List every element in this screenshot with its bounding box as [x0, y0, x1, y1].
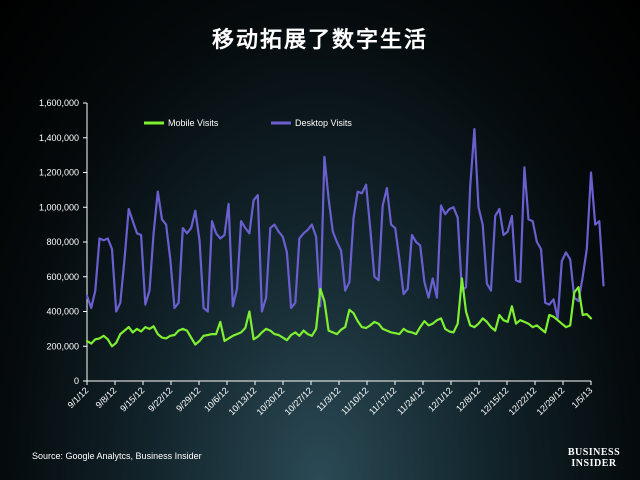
series-lines	[85, 128, 605, 348]
x-tick-label: 11/24/12	[395, 385, 426, 416]
x-tick-label: 10/20/12	[255, 385, 287, 417]
x-tick-label: 12/29/12	[535, 385, 567, 417]
y-tick-label: 1,600,000	[39, 98, 79, 108]
business-insider-logo: BUSINESS INSIDER	[566, 447, 622, 469]
x-tick-label: 1/5/13	[570, 385, 595, 410]
x-tick-label: 9/1/12	[66, 385, 91, 410]
y-tick-label: 1,400,000	[39, 133, 79, 143]
x-tick-label: 12/1/12	[426, 385, 454, 413]
y-tick-label: 200,000	[46, 341, 79, 351]
y-tick-label: 1,200,000	[39, 168, 79, 178]
chart-legend: Mobile Visits Desktop Visits	[144, 118, 352, 128]
x-axis-ticks: 9/1/12 9/8/12 9/15/12 9/22/12 9/29/12 10/6/12…	[66, 381, 595, 417]
y-tick-label: 600,000	[46, 272, 79, 282]
x-tick-label: 9/8/12	[94, 385, 119, 410]
desktop-visits-line	[85, 128, 605, 320]
x-tick-label: 11/17/12	[367, 385, 398, 416]
y-axis-ticks: 0 200,000 400,000 600,000 800,000 1,000,000 1,…	[39, 98, 87, 386]
chart-axes	[86, 103, 591, 382]
logo-line1: BUSINESS	[567, 447, 621, 458]
y-tick-label: 400,000	[46, 307, 79, 317]
x-tick-label: 12/22/12	[507, 385, 539, 417]
x-tick-label: 12/15/12	[479, 385, 511, 417]
legend-desktop-label: Desktop Visits	[295, 118, 352, 128]
logo-line2: INSIDER	[571, 458, 617, 469]
legend-mobile-label: Mobile Visits	[168, 118, 219, 128]
chart-title: 移动拓展了数字生活	[211, 28, 428, 53]
x-tick-label: 10/27/12	[283, 385, 315, 417]
y-tick-label: 1,000,000	[39, 202, 79, 212]
source-note: Source: Google Analytcs, Business Inside…	[32, 451, 202, 461]
x-tick-label: 9/29/12	[174, 385, 202, 413]
x-tick-label: 11/3/12	[315, 385, 343, 413]
mobile-visits-line	[85, 277, 593, 348]
x-tick-label: 9/15/12	[118, 385, 146, 413]
y-tick-label: 0	[74, 376, 79, 386]
y-tick-label: 800,000	[46, 237, 79, 247]
x-tick-label: 9/22/12	[146, 385, 174, 413]
x-tick-label: 10/13/12	[227, 385, 259, 417]
x-tick-label: 11/10/12	[339, 385, 370, 416]
